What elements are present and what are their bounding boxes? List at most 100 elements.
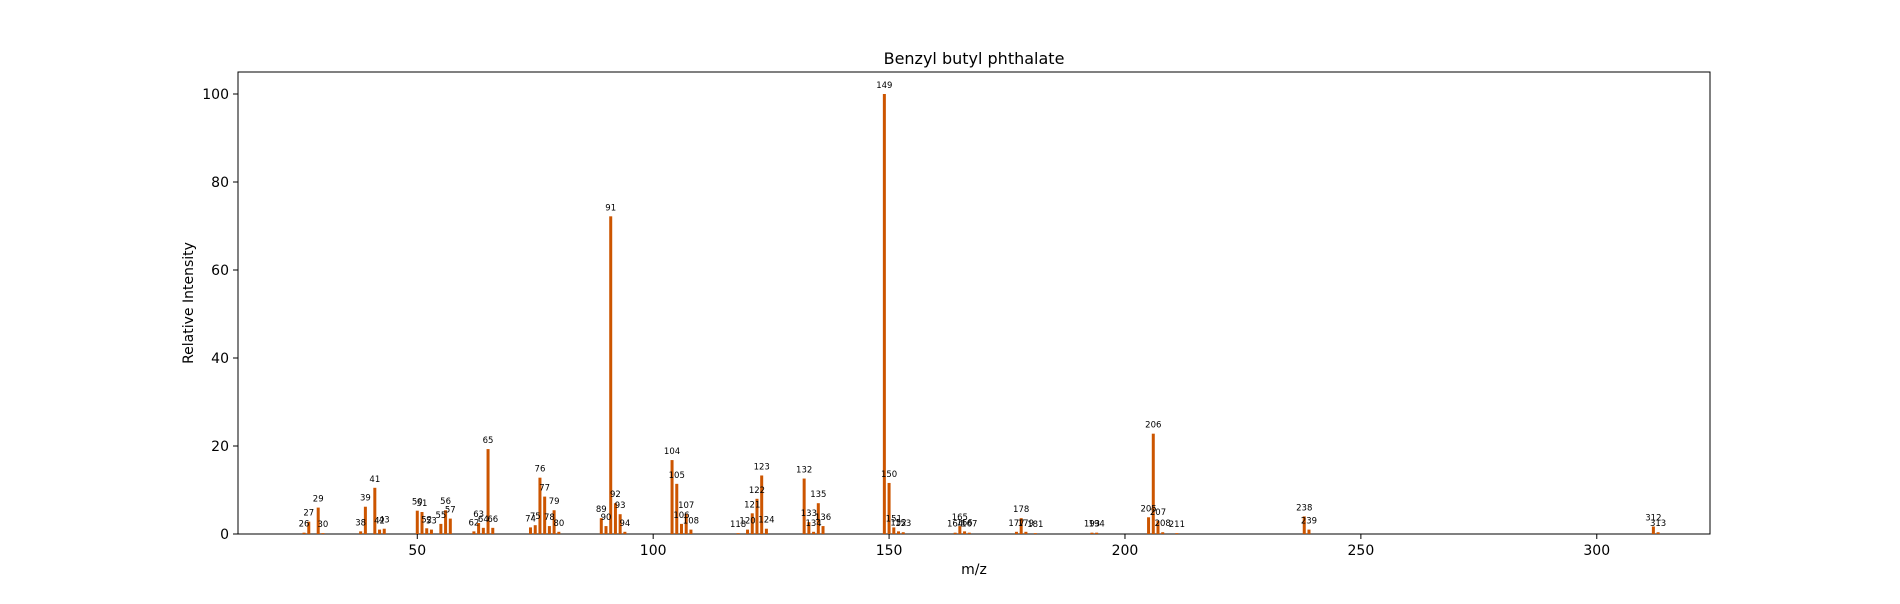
peak-label: 124 (758, 516, 774, 526)
peak-label: 43 (379, 516, 390, 526)
y-tick-label: 0 (220, 527, 229, 543)
peak-label: 134 (805, 519, 821, 529)
peak-label: 151 (886, 514, 902, 524)
peak-bar (604, 526, 608, 534)
peak-label: 80 (553, 519, 564, 529)
peak-label: 123 (754, 462, 770, 472)
peak-label: 164 (947, 520, 963, 530)
peak-label: 94 (619, 519, 630, 529)
peak-bar (1651, 526, 1655, 534)
peak-label: 92 (610, 490, 621, 500)
peak-bar (958, 526, 962, 534)
y-tick-label: 80 (211, 175, 229, 191)
peak-bar (882, 94, 886, 534)
peak-label: 38 (355, 518, 366, 528)
peak-bar (533, 525, 537, 534)
peak-bar (670, 460, 674, 534)
y-tick-label: 20 (211, 439, 229, 455)
peak-label: 118 (730, 520, 746, 530)
peak-bar (599, 518, 603, 534)
peak-bar (1014, 531, 1018, 534)
peak-bar (764, 528, 768, 534)
y-tick-label: 100 (202, 87, 229, 103)
peak-label: 89 (596, 505, 607, 515)
peak-bar (812, 531, 816, 534)
peak-bar (382, 528, 386, 534)
peak-bar (429, 529, 433, 534)
peak-bar (552, 510, 556, 534)
peak-bar (618, 514, 622, 534)
peak-label: 193 (1084, 520, 1100, 530)
peak-label: 79 (549, 497, 560, 507)
peak-bar (307, 521, 311, 534)
peak-bar (807, 522, 811, 534)
peak-bar (1033, 533, 1037, 534)
peak-label: 50 (412, 498, 423, 508)
peak-bar (746, 529, 750, 534)
peak-label: 150 (881, 470, 897, 480)
peak-label: 120 (739, 517, 755, 527)
peak-label: 75 (530, 512, 541, 522)
peak-bar (425, 528, 429, 534)
spectrum-bars (302, 94, 1660, 534)
chart-title: Benzyl butyl phthalate (884, 49, 1065, 68)
peak-label: 153 (895, 519, 911, 529)
peak-bar (439, 523, 443, 534)
peak-label: 104 (664, 447, 680, 457)
peak-bar (623, 531, 627, 534)
peak-label: 178 (1013, 505, 1029, 515)
peak-bar (1156, 520, 1160, 534)
peak-label: 166 (956, 518, 972, 528)
peak-label: 39 (360, 494, 371, 504)
peak-label: 74 (525, 514, 536, 524)
peak-label: 177 (1008, 519, 1024, 529)
peak-label: 106 (673, 511, 689, 521)
peak-bar (378, 529, 382, 534)
peak-bar (736, 533, 740, 534)
peak-bar (821, 526, 825, 534)
peak-bar (1024, 531, 1028, 534)
peak-bar (486, 449, 490, 534)
peak-bar (359, 531, 363, 534)
peak-label: 238 (1296, 503, 1312, 513)
peak-bar (557, 531, 561, 534)
peak-label: 105 (669, 471, 685, 481)
peak-bar (1147, 517, 1151, 534)
peak-label: 57 (445, 506, 456, 516)
x-axis-label: m/z (961, 562, 987, 578)
peak-bar (887, 482, 891, 534)
peak-bar (477, 523, 481, 534)
peak-label: 136 (815, 513, 831, 523)
peak-label: 122 (749, 486, 765, 496)
peak-label: 78 (544, 513, 555, 523)
peak-bar (1019, 518, 1023, 534)
peak-bar (1302, 516, 1306, 534)
peak-bar (689, 529, 693, 534)
peak-bar (529, 527, 533, 534)
peak-label: 66 (487, 515, 498, 525)
peak-label: 135 (810, 490, 826, 500)
peak-label: 167 (961, 520, 977, 530)
peak-bar (1161, 532, 1165, 534)
peak-bar (547, 526, 551, 534)
peak-label: 90 (601, 513, 612, 523)
peak-bar (491, 527, 495, 534)
x-tick-label: 200 (1112, 543, 1139, 559)
peak-bar (316, 507, 320, 534)
peak-label: 179 (1018, 519, 1034, 529)
peak-label: 93 (615, 501, 626, 511)
peak-label: 152 (890, 518, 906, 528)
peak-bar (444, 510, 448, 534)
peak-label: 133 (801, 509, 817, 519)
peak-bar (684, 513, 688, 534)
peak-bar (373, 487, 377, 534)
x-tick-label: 100 (640, 543, 667, 559)
peak-label: 149 (876, 81, 892, 91)
peak-bar (609, 216, 613, 534)
peak-label: 194 (1089, 520, 1105, 530)
x-axis: 50 100 150 200 250 300 (408, 534, 1610, 559)
peak-bar (802, 478, 806, 534)
y-tick-label: 60 (211, 263, 229, 279)
